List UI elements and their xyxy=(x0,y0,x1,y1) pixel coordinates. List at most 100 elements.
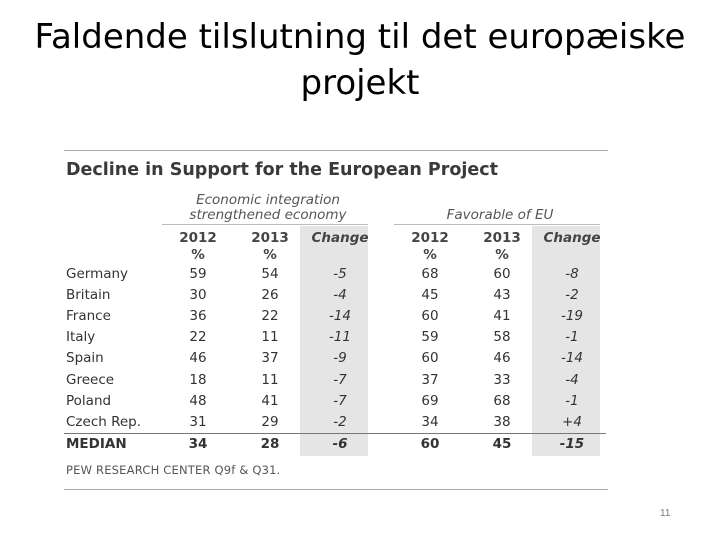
row-gap xyxy=(374,327,394,348)
pew-table-figure: Decline in Support for the European Proj… xyxy=(64,150,608,490)
header-fav-change-pct xyxy=(538,246,606,263)
header-econ-2013: 2013 xyxy=(251,229,289,246)
row-fav-change: -1 xyxy=(565,392,579,409)
row-fav-2013: 58 xyxy=(493,329,511,346)
change-column-shade-economy xyxy=(300,226,368,456)
row-econ-2012: 30 xyxy=(189,286,207,303)
header-econ-2012-pct: % xyxy=(191,246,205,263)
median-row: MEDIAN 34 28 -6 60 45 -15 xyxy=(64,432,606,455)
row-econ-change: -14 xyxy=(328,307,352,324)
change-column-shade-favorable xyxy=(532,226,600,456)
row-fav-2012: 69 xyxy=(421,392,439,409)
header-row-years: 2012 2013 Change 2012 2013 Change xyxy=(64,229,606,246)
header-blank xyxy=(64,229,162,246)
row-econ-change: -9 xyxy=(333,350,347,367)
row-country: Germany xyxy=(66,265,129,282)
group-header-favorable-of-eu: Favorable of EU xyxy=(446,207,554,223)
row-econ-2012: 36 xyxy=(189,307,207,324)
header-fav-change: Change xyxy=(543,229,601,246)
slide-title: Faldende tilslutning til det europæiske … xyxy=(0,14,720,106)
row-econ-2012: 46 xyxy=(189,350,207,367)
header-fav-2012-pct: % xyxy=(423,246,437,263)
group-rule-economy xyxy=(162,224,368,225)
median-fav-2012: 60 xyxy=(394,432,466,455)
row-econ-change: -4 xyxy=(333,286,347,303)
row-fav-change: +4 xyxy=(562,413,582,430)
figure-title: Decline in Support for the European Proj… xyxy=(66,160,499,180)
row-econ-change: -5 xyxy=(333,265,347,282)
row-fav-2012: 60 xyxy=(421,307,439,324)
row-gap xyxy=(374,263,394,284)
row-fav-2013: 60 xyxy=(493,265,511,282)
row-econ-change: -7 xyxy=(333,371,347,388)
table-row: France 36 22 -14 60 41 -19 xyxy=(64,305,606,326)
header-pct-blank xyxy=(64,246,162,263)
row-econ-change: -7 xyxy=(333,392,347,409)
row-econ-2012: 48 xyxy=(189,392,207,409)
header-econ-change: Change xyxy=(311,229,369,246)
row-gap xyxy=(374,369,394,390)
row-econ-2013: 26 xyxy=(261,286,279,303)
row-gap xyxy=(374,348,394,369)
page-number: 11 xyxy=(660,508,671,519)
row-country: Czech Rep. xyxy=(66,413,142,430)
row-country: Greece xyxy=(66,371,115,388)
group-header-economic-line-1: Economic integration xyxy=(196,192,340,208)
row-econ-2013: 37 xyxy=(261,350,279,367)
median-label: MEDIAN xyxy=(64,432,162,455)
row-fav-change: -1 xyxy=(565,329,579,346)
header-fav-2013-pct: % xyxy=(495,246,509,263)
row-fav-2012: 68 xyxy=(421,265,439,282)
row-fav-change: -8 xyxy=(565,265,579,282)
row-econ-2013: 54 xyxy=(261,265,279,282)
median-econ-2012: 34 xyxy=(162,432,234,455)
row-econ-2012: 59 xyxy=(189,265,207,282)
row-fav-change: -2 xyxy=(565,286,579,303)
row-fav-change: -4 xyxy=(565,371,579,388)
table-row: Spain 46 37 -9 60 46 -14 xyxy=(64,348,606,369)
slide-title-line-1: Faldende tilslutning til det europæiske xyxy=(34,17,686,57)
median-econ-change: -6 xyxy=(306,432,374,455)
header-pct-gap xyxy=(374,246,394,263)
row-country: Spain xyxy=(66,350,104,367)
row-fav-2013: 43 xyxy=(493,286,511,303)
row-gap xyxy=(374,305,394,326)
row-fav-change: -19 xyxy=(560,307,584,324)
group-header-economic-line-2: strengthened economy xyxy=(189,207,347,223)
support-table: 2012 2013 Change 2012 2013 Change % % % … xyxy=(64,229,606,455)
row-econ-2013: 41 xyxy=(261,392,279,409)
row-econ-2012: 31 xyxy=(189,413,207,430)
row-econ-2012: 22 xyxy=(189,329,207,346)
row-fav-2013: 46 xyxy=(493,350,511,367)
group-header-economic-integration: Economic integration strengthened econom… xyxy=(162,193,374,223)
table-row: Britain 30 26 -4 45 43 -2 xyxy=(64,284,606,305)
row-econ-change: -2 xyxy=(333,413,347,430)
row-econ-change: -11 xyxy=(328,329,352,346)
row-country: France xyxy=(66,307,111,324)
row-fav-2012: 34 xyxy=(421,413,439,430)
figure-bottom-rule xyxy=(64,489,608,490)
row-econ-2013: 22 xyxy=(261,307,279,324)
row-fav-2013: 41 xyxy=(493,307,511,324)
slide-title-line-2: projekt xyxy=(300,63,420,103)
row-fav-2013: 68 xyxy=(493,392,511,409)
row-econ-2013: 11 xyxy=(261,329,279,346)
row-fav-2012: 37 xyxy=(421,371,439,388)
row-gap xyxy=(374,284,394,305)
header-econ-2012: 2012 xyxy=(179,229,217,246)
median-fav-change: -15 xyxy=(538,432,606,455)
row-fav-2012: 45 xyxy=(421,286,439,303)
header-econ-change-pct xyxy=(306,246,374,263)
table-row: Greece 18 11 -7 37 33 -4 xyxy=(64,369,606,390)
table-row: Czech Rep. 31 29 -2 34 38 +4 xyxy=(64,411,606,433)
row-fav-2013: 38 xyxy=(493,413,511,430)
row-country: Poland xyxy=(66,392,112,409)
row-fav-change: -14 xyxy=(560,350,584,367)
row-fav-2012: 60 xyxy=(421,350,439,367)
median-econ-2013: 28 xyxy=(234,432,306,455)
median-gap xyxy=(374,432,394,455)
header-econ-2013-pct: % xyxy=(263,246,277,263)
header-gap xyxy=(374,229,394,246)
source-note: PEW RESEARCH CENTER Q9f & Q31. xyxy=(66,463,281,477)
header-fav-2013: 2013 xyxy=(483,229,521,246)
